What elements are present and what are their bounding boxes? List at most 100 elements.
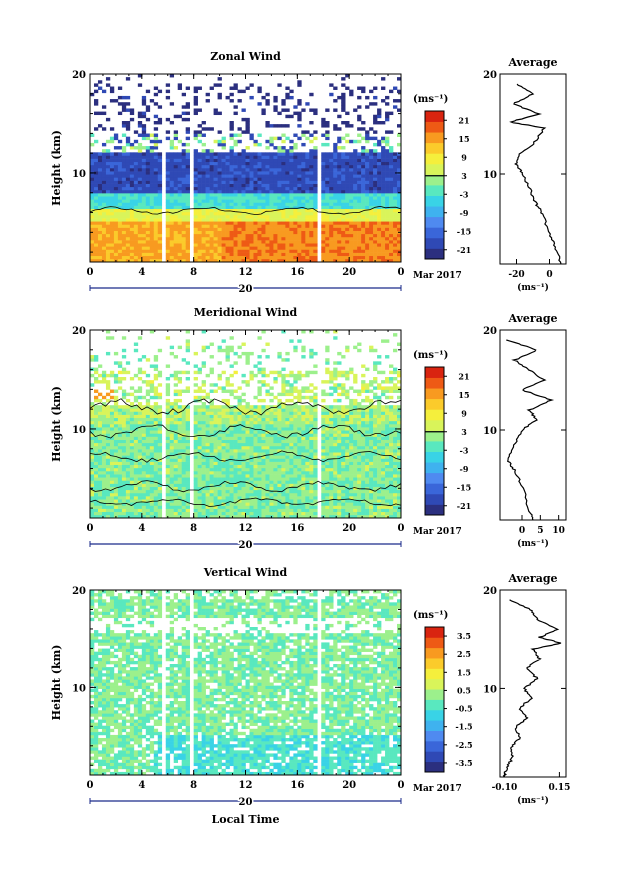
panel-title: Vertical Wind xyxy=(203,566,288,579)
x-axis: 0 4 8 12 16 20 0 20 Mar 2017 xyxy=(87,330,462,553)
x-tick-label: 12 xyxy=(239,780,253,791)
x-axis-title: Local Time xyxy=(212,813,280,826)
profile-x-tick-label: 0 xyxy=(546,270,552,280)
average-profile: Average 10 20 -0.10 0.15 (ms⁻¹) xyxy=(483,572,570,806)
colorbar-tick-label: 9 xyxy=(461,408,467,418)
colorbar-tick-label: -1.5 xyxy=(455,722,472,732)
profile-x-tick-label: 5 xyxy=(537,526,543,536)
colorbar-swatch xyxy=(425,493,444,505)
profile-title: Average xyxy=(507,572,557,585)
x-tick-label: 0 xyxy=(398,523,405,534)
colorbar-swatch xyxy=(425,163,444,175)
x-tick-label: 20 xyxy=(342,523,356,534)
x-tick-label: 0 xyxy=(87,267,94,278)
panel-2: Vertical Wind 0 4 8 12 16 20 0 20 Mar 2017 Local T… xyxy=(50,566,570,826)
profile-y-tick-label: 10 xyxy=(483,170,497,181)
x-axis: 0 4 8 12 16 20 0 20 Mar 2017 Local Time xyxy=(87,590,462,826)
colorbar-swatch xyxy=(425,730,444,742)
colorbar-swatch xyxy=(425,216,444,228)
colorbar-swatch xyxy=(425,132,444,144)
profile-y-tick-label: 10 xyxy=(483,684,497,695)
colorbar-swatch xyxy=(425,761,444,773)
colorbar-swatch xyxy=(425,237,444,249)
colorbar-swatch xyxy=(425,195,444,207)
x-tick-label: 16 xyxy=(290,267,304,278)
colorbar-swatch xyxy=(425,678,444,690)
profile-frame xyxy=(499,589,567,778)
colorbar-swatch xyxy=(425,668,444,680)
colorbar-swatch xyxy=(425,699,444,711)
colorbar-tick-label: 3 xyxy=(461,427,467,437)
colorbar-swatch xyxy=(425,751,444,763)
profile-frame xyxy=(499,73,567,265)
colorbar-tick-label: 0.5 xyxy=(457,685,471,695)
panel-0: Zonal Wind 0 4 8 12 16 20 0 20 Mar 2017 10 20 Height… xyxy=(50,50,567,297)
profile-x-tick-label: 0 xyxy=(519,526,525,536)
contour-lines xyxy=(89,205,402,216)
colorbar-swatch xyxy=(425,451,444,463)
x-tick-label: 4 xyxy=(138,523,145,534)
profile-x-unit: (ms⁻¹) xyxy=(517,282,549,293)
colorbar-frame xyxy=(424,110,445,260)
profile-title: Average xyxy=(507,312,557,325)
y-axis-title: Height (km) xyxy=(50,645,63,721)
x-tick-label: 0 xyxy=(398,780,405,791)
date-day-label: 20 xyxy=(239,797,253,808)
date-day-label: 20 xyxy=(239,540,253,551)
y-tick-label: 20 xyxy=(72,586,86,597)
x-tick-label: 8 xyxy=(190,523,197,534)
x-tick-label: 20 xyxy=(342,267,356,278)
colorbar-swatch xyxy=(425,388,444,400)
heatmap-field xyxy=(90,330,402,519)
colorbar-swatch xyxy=(425,206,444,218)
colorbar-tick-label: -15 xyxy=(457,482,471,492)
colorbar-tick-label: -9 xyxy=(460,208,469,218)
colorbar-swatch xyxy=(425,142,444,154)
colorbar-swatch xyxy=(425,740,444,752)
colorbar-tick-label: -3.5 xyxy=(455,758,472,768)
y-tick-label: 10 xyxy=(72,683,86,694)
colorbar-tick-label: 15 xyxy=(458,134,469,144)
panel-title: Meridional Wind xyxy=(194,306,298,319)
profile-y-tick-label: 20 xyxy=(483,70,497,81)
colorbar-tick-label: -0.5 xyxy=(455,704,472,714)
profile-y-tick-label: 20 xyxy=(483,586,497,597)
y-axis-title: Height (km) xyxy=(50,130,63,206)
colorbar-swatch xyxy=(425,462,444,474)
colorbar-swatch xyxy=(425,472,444,484)
colorbar-swatch xyxy=(425,441,444,452)
colorbar-tick-label: -9 xyxy=(460,464,469,474)
colorbar-swatch xyxy=(425,483,444,495)
profile-x-tick-label: 10 xyxy=(552,526,565,536)
colorbar-tick-label: -3 xyxy=(460,445,469,455)
colorbar-swatch xyxy=(425,174,444,186)
panel-title: Zonal Wind xyxy=(210,50,281,63)
colorbar-frame xyxy=(424,366,445,516)
colorbar-tick-label: 1.5 xyxy=(457,667,471,677)
contour-lines xyxy=(89,398,402,507)
profile-line xyxy=(502,599,562,778)
colorbar-unit: (ms⁻¹) xyxy=(413,350,448,361)
x-tick-label: 16 xyxy=(290,780,304,791)
panel-1: Meridional Wind 0 4 8 12 16 20 0 20 Mar 2017 10 20 H… xyxy=(50,306,567,553)
colorbar-swatch xyxy=(425,111,444,122)
colorbar: (ms⁻¹) 21 15 9 3 -3 -9 -15 -21 xyxy=(413,350,471,516)
x-tick-label: 0 xyxy=(87,780,94,791)
profile-x-tick-label: -0.10 xyxy=(492,783,518,793)
date-day-label: 20 xyxy=(239,284,253,295)
x-tick-label: 4 xyxy=(138,267,145,278)
colorbar-swatch xyxy=(425,504,444,516)
colorbar: (ms⁻¹) 3.5 2.5 1.5 0.5 -0.5 -1.5 -2.5 -3.5 xyxy=(413,610,473,773)
colorbar-tick-label: 3 xyxy=(461,171,467,181)
date-month-label: Mar 2017 xyxy=(413,527,462,537)
profile-title: Average xyxy=(507,56,557,69)
x-tick-label: 8 xyxy=(190,780,197,791)
profile-x-unit: (ms⁻¹) xyxy=(517,795,549,806)
colorbar-swatch xyxy=(425,398,444,410)
colorbar-tick-label: -21 xyxy=(457,245,471,255)
colorbar-tick-label: -15 xyxy=(457,226,471,236)
colorbar-swatch xyxy=(425,185,444,196)
y-axis-title: Height (km) xyxy=(50,386,63,462)
